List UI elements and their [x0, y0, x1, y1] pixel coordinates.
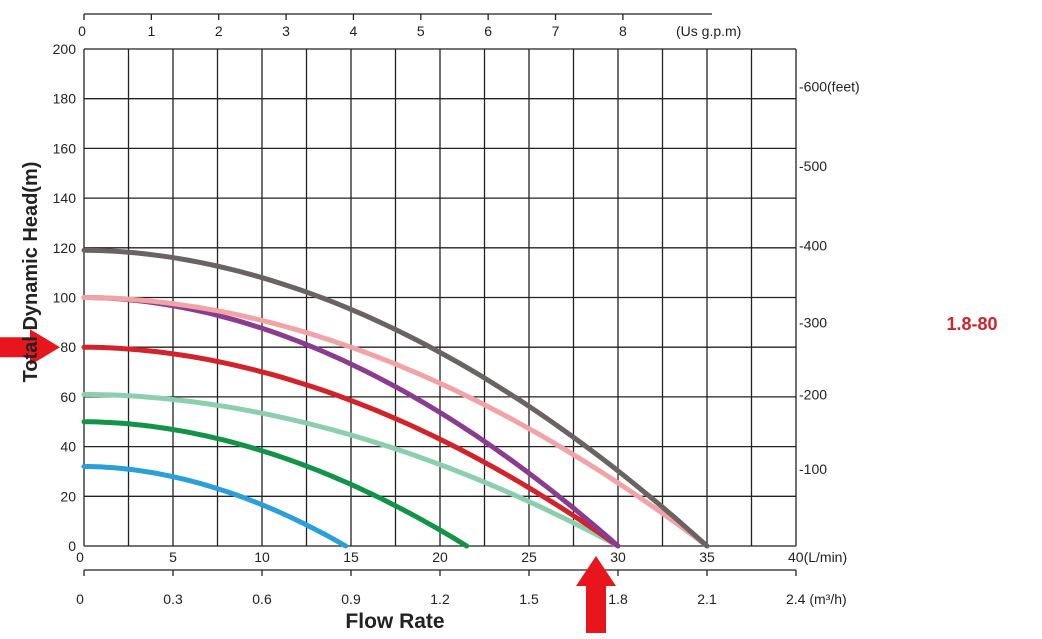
- x-axis-title: Flow Rate: [345, 610, 444, 633]
- model-label: 1.8-80: [946, 314, 997, 334]
- curve-50m: [81, 419, 470, 549]
- x-lmin-unit-label: 40(L/min): [788, 549, 847, 565]
- x-gpm-tick-label: 1: [147, 23, 155, 39]
- y-tick-label: 0: [68, 538, 76, 554]
- y-tick-label: 160: [53, 140, 77, 156]
- performance-curves: [81, 247, 710, 549]
- y-feet-tick-label: -600(feet): [799, 78, 860, 94]
- x-gpm-tick-label: 6: [484, 23, 492, 39]
- x-m3h-tick-label: 0.3: [163, 591, 183, 607]
- highlight-markers: [0, 329, 616, 633]
- y-tick-label: 120: [53, 240, 77, 256]
- x-m3h-tick-label: 0.9: [341, 591, 361, 607]
- x-m3h-tick-label: 1.5: [519, 591, 539, 607]
- x-m3h-tick-label: 2.1: [697, 591, 717, 607]
- x-lmin-tick-label: 15: [343, 549, 359, 565]
- x-m3h-tick-label: 0: [76, 591, 84, 607]
- curve-100m: [81, 295, 710, 549]
- x-lmin-tick-label: 0: [76, 549, 84, 565]
- y-tick-label: 180: [53, 91, 77, 107]
- y-tick-label: 140: [53, 190, 77, 206]
- grid: [83, 13, 797, 576]
- curve-119m: [81, 247, 710, 549]
- y-tick-label: 100: [53, 290, 77, 306]
- x-gpm-tick-label: 8: [619, 23, 627, 39]
- x-gpm-tick-label: 4: [350, 23, 358, 39]
- head-indicator-arrow: [0, 329, 60, 366]
- y-tick-label: 60: [60, 389, 76, 405]
- x-gpm-tick-label: 5: [417, 23, 425, 39]
- x-lmin-tick-label: 5: [169, 549, 177, 565]
- curve-32m: [81, 464, 349, 549]
- y-feet-tick-label: -400: [799, 237, 827, 253]
- y-feet-tick-label: -200: [799, 386, 827, 402]
- x-gpm-tick-label: 2: [215, 23, 223, 39]
- x-lmin-tick-label: 25: [521, 549, 537, 565]
- y-tick-label: 80: [60, 339, 76, 355]
- x-m3h-unit-label: 2.4 (m³/h): [786, 591, 847, 607]
- x-m3h-tick-label: 0.6: [252, 591, 272, 607]
- y-feet-tick-label: -500: [799, 158, 827, 174]
- x-lmin-tick-label: 10: [254, 549, 270, 565]
- curve-80m: [81, 344, 621, 549]
- x-gpm-tick-label: 3: [282, 23, 290, 39]
- x-lmin-tick-label: 20: [432, 549, 448, 565]
- y-tick-label: 20: [60, 488, 76, 504]
- x-lmin-tick-label: 35: [699, 549, 715, 565]
- x-gpm-unit-label: (Us g.p.m): [676, 23, 741, 39]
- y-tick-label: 40: [60, 439, 76, 455]
- y-feet-tick-label: -100: [799, 461, 827, 477]
- x-gpm-tick-label: 7: [552, 23, 560, 39]
- curve-61m: [81, 391, 621, 549]
- x-lmin-tick-label: 30: [610, 549, 626, 565]
- x-m3h-tick-label: 1.8: [608, 591, 628, 607]
- x-gpm-tick-label: 0: [78, 23, 86, 39]
- flow-indicator-arrow: [576, 556, 616, 633]
- y-feet-tick-label: -300: [799, 314, 827, 330]
- y-tick-label: 200: [53, 41, 77, 57]
- y-axis-title: Total Dynamic Head(m): [20, 162, 42, 383]
- x-m3h-tick-label: 1.2: [430, 591, 450, 607]
